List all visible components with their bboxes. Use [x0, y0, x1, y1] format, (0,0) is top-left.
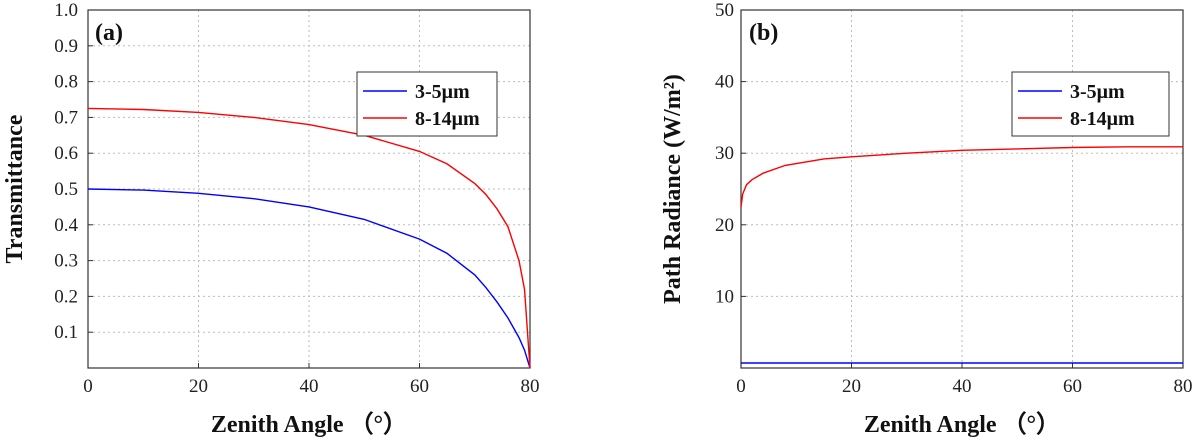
- series-line-1: [740, 146, 1183, 207]
- legend-entry: 8-14μm: [415, 108, 480, 130]
- panel-b: 0 20 40 60 80 10 20 30 40 50 (b) 3-5μm 8-14μm Zenith …: [660, 0, 1193, 438]
- y-tick-label: 0.2: [54, 286, 78, 307]
- x-tick-label: 40: [953, 376, 972, 397]
- panel-label: (b): [749, 20, 778, 46]
- x-tick-label: 20: [842, 376, 861, 397]
- y-tick-label: 0.1: [54, 322, 78, 343]
- y-tick-label: 30: [715, 143, 734, 164]
- x-axis-title: Zenith Angle （°）: [864, 411, 1060, 438]
- y-axis-title: Transmittance: [2, 114, 28, 263]
- series-line-0: [87, 188, 531, 369]
- y-tick-label: 0.3: [54, 251, 78, 272]
- y-tick-label: 10: [715, 286, 734, 307]
- y-tick-label: 50: [715, 0, 734, 21]
- x-tick-label: 80: [521, 376, 540, 397]
- y-tick-label: 0.4: [54, 215, 78, 236]
- y-tick-label: 0.9: [54, 36, 78, 57]
- legend-box: [356, 71, 498, 137]
- x-axis-title: Zenith Angle （°）: [211, 411, 407, 438]
- y-tick-label: 40: [715, 72, 734, 93]
- panel-label: (a): [95, 20, 123, 46]
- x-tick-label: 0: [83, 376, 93, 397]
- plot-frame: [740, 9, 1184, 369]
- series-line-1: [87, 107, 531, 369]
- x-tick-label: 0: [736, 376, 746, 397]
- y-tick-label: 20: [715, 215, 734, 236]
- x-tick-label: 20: [189, 376, 208, 397]
- x-tick-label: 80: [1174, 376, 1193, 397]
- y-tick-label: 0.8: [54, 72, 78, 93]
- y-tick-label: 0.7: [54, 107, 78, 128]
- y-axis-title: Path Radiance (W/m²): [660, 74, 686, 304]
- legend-entry: 8-14μm: [1070, 108, 1135, 130]
- y-tick-label: 0.6: [54, 143, 78, 164]
- y-tick-label: 1.0: [54, 0, 78, 21]
- x-tick-label: 60: [410, 376, 429, 397]
- legend-entry: 3-5μm: [415, 81, 470, 103]
- panel-a: 0 20 40 60 80 0.1 0.2 0.3 0.4 0.5 0.6 0.7 0.8 0.9 1.0 (…: [2, 0, 540, 438]
- legend-box: [1011, 71, 1170, 137]
- x-tick-label: 60: [1063, 376, 1082, 397]
- x-tick-label: 40: [300, 376, 319, 397]
- legend-entry: 3-5μm: [1070, 81, 1125, 103]
- y-tick-label: 0.5: [54, 179, 78, 200]
